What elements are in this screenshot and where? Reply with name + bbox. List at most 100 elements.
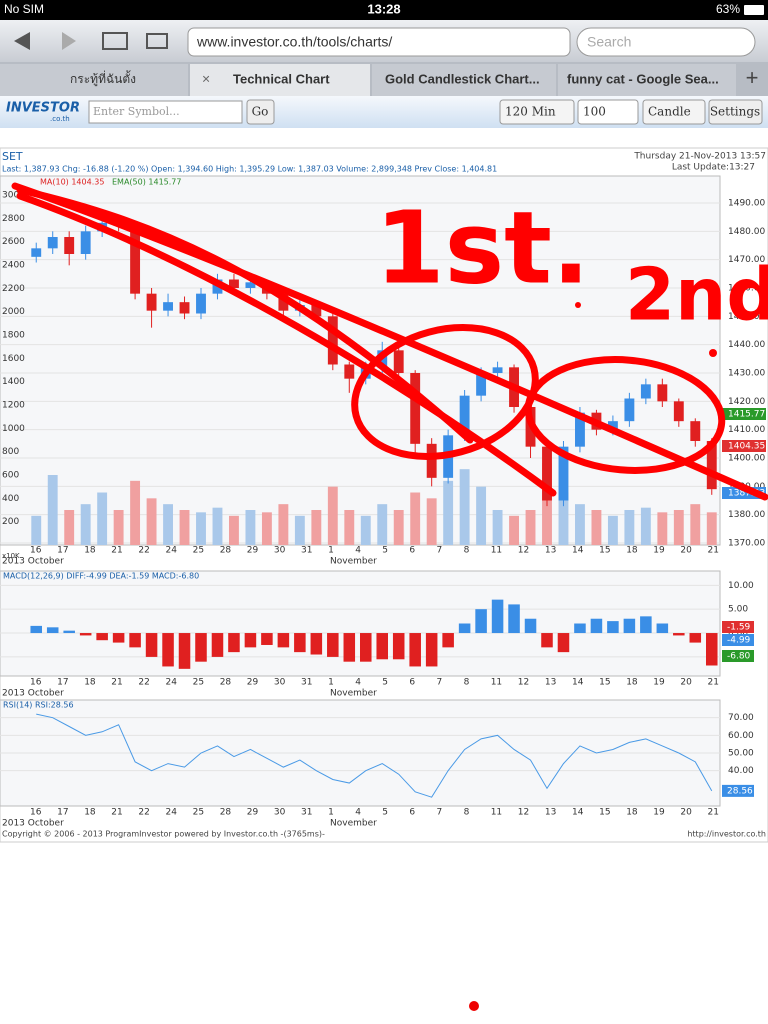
candle-body [426,443,437,478]
symbol-input[interactable] [88,100,243,124]
x-tick-label: 5 [382,808,388,818]
candle-body [311,305,322,317]
bookmarks[interactable] [102,32,128,50]
x-tick-label: 15 [599,546,610,556]
macd-bar [112,633,125,643]
tab[interactable] [372,64,556,96]
x-tick-label: 4 [355,808,361,818]
x-tick-label: 20 [680,808,692,818]
macd-bar [491,599,504,634]
candle-body [657,384,668,402]
vol-tick-label: 1000 [2,424,25,434]
new-tab[interactable]: + [746,65,759,90]
tab[interactable] [558,64,736,96]
volume-bar [509,515,519,545]
volume-bar [607,515,618,545]
legend: EMA(50) 1415.77 [112,178,181,187]
candle-body [344,364,355,379]
close-tab[interactable]: × [202,71,210,87]
back[interactable] [14,32,30,50]
search-field[interactable] [576,27,756,57]
settings-button[interactable] [708,99,763,125]
x-tick-label: 5 [382,678,388,688]
battery-text: 63% [716,2,740,16]
clock: 13:28 [367,1,400,16]
volume-bar [443,480,454,545]
x-tick-label: 14 [572,678,584,688]
forward[interactable] [62,32,76,50]
volume-bar [673,510,684,545]
volume-bar [31,515,42,545]
y-tick-label: 1470.00 [728,255,765,265]
macd-badge-label: -4.99 [727,636,751,646]
candle-body [179,302,190,314]
candle-body [245,282,256,288]
volume-bar [130,480,141,545]
macd-badge [722,621,754,633]
macd-badge-label: -1.59 [727,623,751,633]
annotation: 2nd [625,253,768,337]
macd-bar [162,633,174,667]
dot [469,1001,479,1011]
candle-body [64,237,75,254]
count-input[interactable] [577,99,639,125]
rsi-line [36,713,713,798]
volume-bar [179,510,190,545]
symbol: SET [2,150,23,163]
macd-bar [689,633,702,643]
macd-bar [442,633,454,648]
x-tick-label: 18 [626,678,638,688]
x-tick-label: 25 [193,546,204,556]
macd-bar [640,616,652,634]
x-tick-label: 28 [220,546,232,556]
macd-bar [129,633,141,648]
macd-bar [79,633,92,636]
x-tick-label: 22 [138,546,149,556]
link[interactable]: http://investor.co.th [687,830,766,839]
tab[interactable] [190,64,370,96]
volume-bar [229,515,239,545]
x-tick-label: 16 [30,546,42,556]
rsi-badge [722,784,754,797]
macd-bar [623,618,636,634]
battery-icon [744,5,764,15]
x-tick-label: 30 [274,808,286,818]
x-tick-label: 22 [138,808,149,818]
status-bar [0,0,768,20]
macd-bar [343,633,356,662]
legend: MA(10) 1404.35 [40,178,104,187]
tab[interactable] [0,64,188,96]
x-tick-label: 5 [382,546,388,556]
candle-body [47,237,58,249]
y-tick-label: 1380.00 [728,510,765,520]
x-tick-label: 29 [247,808,259,818]
candle-body [607,421,618,430]
candle-body [492,367,503,373]
url: www.investor.co.th/tools/charts/ [196,34,392,50]
price-badge-label: 1387.93 [728,489,765,499]
search: Search [587,34,631,50]
x-tick-label: 8 [464,546,470,556]
x-tick-label: 19 [653,546,665,556]
candle-body [31,248,42,257]
tab-title: Gold Candlestick Chart... [385,71,540,86]
volume-bar [459,469,470,545]
share[interactable] [146,33,168,49]
style-select[interactable] [642,99,706,125]
volume-bar [624,510,635,545]
y-tick-label: 1430.00 [728,369,765,379]
x-tick-label: 6 [409,546,415,556]
interval-select[interactable] [499,99,575,125]
date: Thursday 21-Nov-2013 13:57 [633,152,766,162]
url-field[interactable] [187,27,571,57]
volume-bar [80,504,91,545]
macd-bar [475,609,487,634]
go-button[interactable] [246,99,275,125]
y-tick-label: 5.00 [728,605,748,615]
month-label: November [330,819,377,829]
x-tick-label: 15 [599,808,610,818]
y-tick-label: 0.00 [728,629,748,639]
macd-bar [607,621,619,634]
x-tick-label: 12 [518,546,529,556]
volume-bar [196,512,206,545]
